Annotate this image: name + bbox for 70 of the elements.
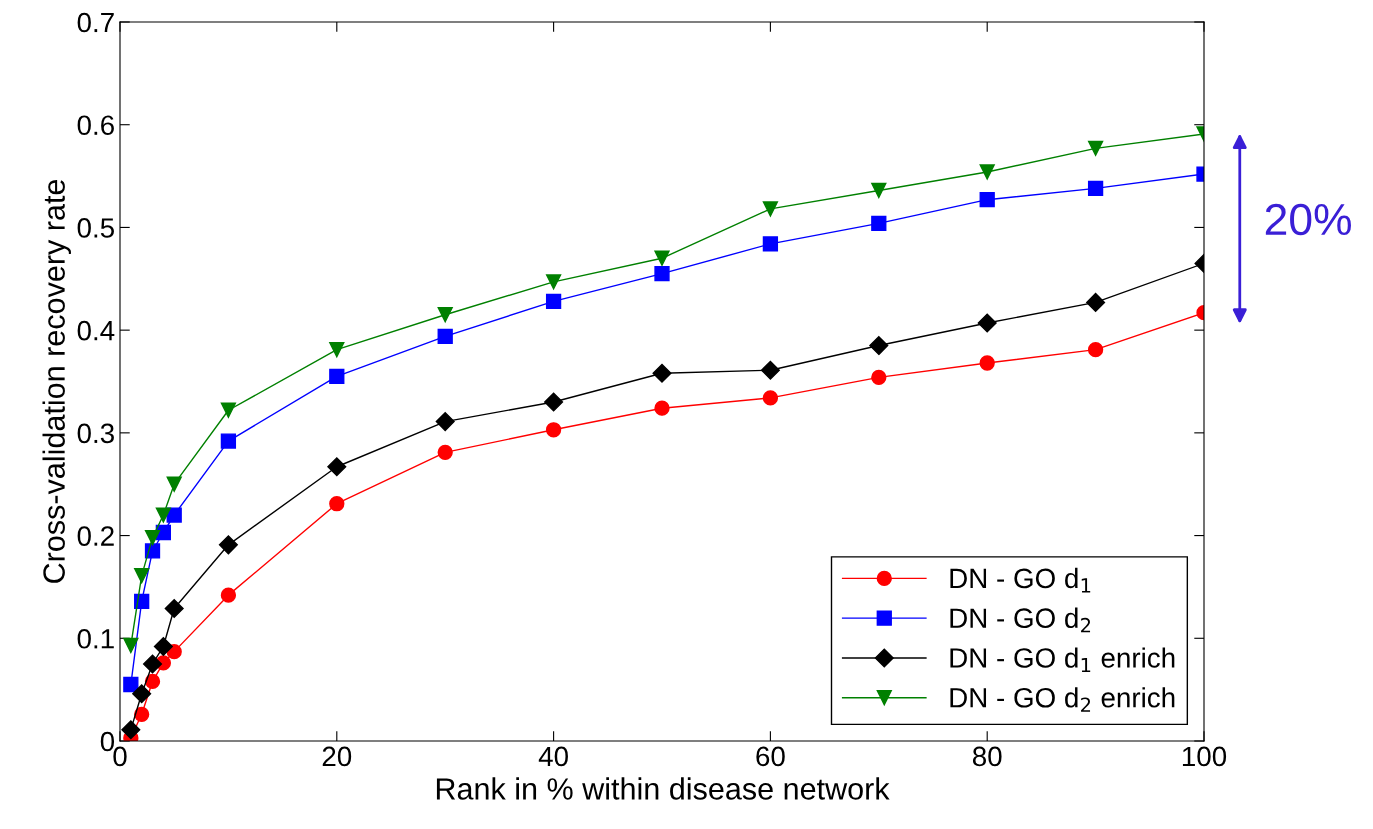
- legend-label: DN - GO d$_{1}$: [950, 567, 1091, 593]
- point: [1087, 180, 1104, 197]
- point: [1087, 140, 1104, 156]
- point: [1086, 292, 1106, 312]
- point: [437, 444, 453, 461]
- x-tick-label: 100: [1182, 746, 1227, 767]
- y-tick-label: 0.1: [77, 628, 114, 649]
- point: [329, 496, 345, 512]
- point: [762, 390, 779, 406]
- point: [979, 355, 995, 371]
- point: [220, 433, 237, 449]
- y-tick-label: 0.4: [77, 320, 115, 341]
- point: [979, 192, 995, 208]
- x-tick-label: 60: [756, 746, 785, 767]
- point: [762, 236, 779, 252]
- point: [545, 422, 562, 438]
- point: [871, 215, 887, 231]
- legend-label: DN - GO d$_{2}$ enrich: [950, 687, 1175, 712]
- point: [220, 402, 237, 418]
- point: [220, 587, 237, 603]
- point: [327, 457, 347, 477]
- x-tick-label: 20: [322, 746, 352, 767]
- point: [871, 369, 887, 386]
- legend-label: DN - GO d$_{1}$ enrich: [950, 647, 1175, 673]
- point: [869, 336, 889, 356]
- point: [762, 201, 779, 217]
- point: [134, 706, 150, 722]
- y-tick-label: 0: [100, 731, 115, 752]
- point: [166, 507, 182, 523]
- point: [437, 328, 453, 344]
- point: [144, 673, 161, 690]
- y-tick-label: 0.6: [77, 115, 114, 136]
- point: [329, 342, 345, 358]
- point: [545, 274, 562, 290]
- text: 20%: [1265, 203, 1351, 236]
- point: [544, 392, 564, 412]
- x-tick-label: 40: [538, 746, 568, 767]
- y-axis-title: Cross-validation recovery rate: [42, 179, 71, 583]
- y-tick-label: 0.2: [77, 526, 114, 546]
- point: [437, 307, 453, 323]
- point: [760, 360, 780, 380]
- point: [153, 636, 173, 657]
- x-tick-label: 80: [972, 746, 1002, 767]
- y-tick-label: 0.7: [77, 12, 114, 33]
- point: [123, 676, 139, 693]
- point: [654, 266, 670, 282]
- point: [155, 507, 171, 523]
- point: [164, 598, 184, 619]
- point: [979, 164, 995, 180]
- point: [166, 476, 182, 492]
- point: [121, 720, 141, 740]
- point: [977, 313, 997, 333]
- point: [144, 529, 161, 546]
- y-tick-label: 0.3: [77, 423, 114, 444]
- x-axis-title: Rank in % within disease network: [436, 777, 890, 800]
- point: [218, 535, 238, 555]
- point: [435, 412, 455, 432]
- point: [652, 363, 672, 383]
- point: [329, 368, 345, 385]
- point: [142, 654, 163, 674]
- point: [654, 400, 670, 416]
- point: [123, 637, 139, 654]
- point: [871, 182, 887, 199]
- point: [134, 567, 150, 584]
- legend-label: DN - GO d$_{2}$: [950, 607, 1091, 633]
- point: [654, 250, 670, 266]
- point: [132, 684, 152, 704]
- point: [1087, 342, 1104, 358]
- y-tick-label: 0.5: [77, 218, 114, 238]
- point: [545, 293, 562, 310]
